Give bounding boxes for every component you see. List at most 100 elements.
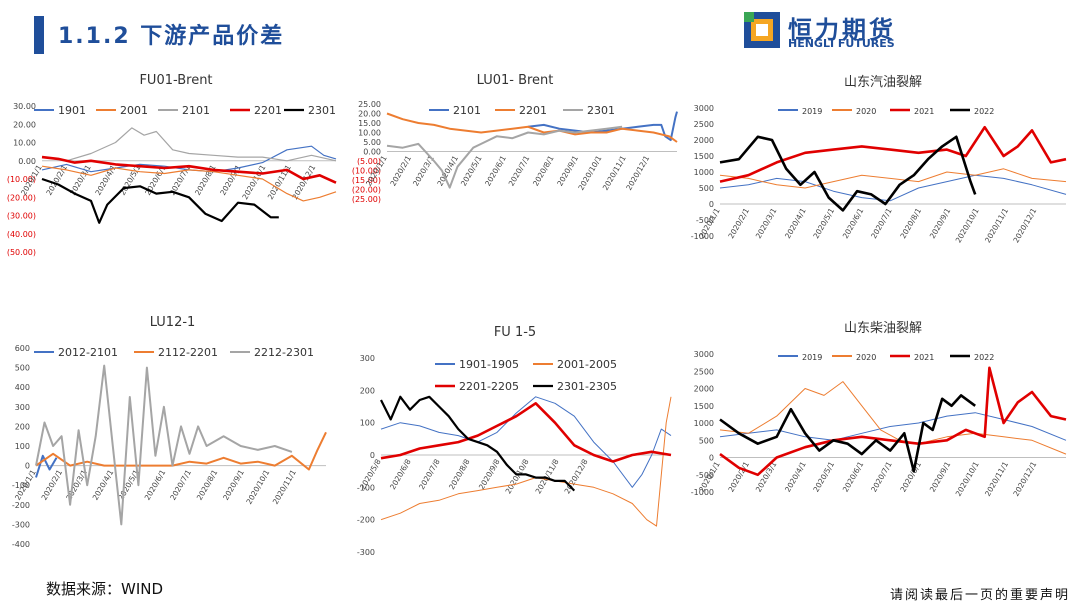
y-tick-label: -100 — [357, 483, 375, 492]
y-tick-label: -200 — [357, 516, 375, 525]
y-tick-label: (25.00) — [352, 195, 381, 204]
x-tick-label: 2020/12/8 — [563, 457, 590, 495]
chart-title: LU12-1 — [150, 315, 196, 330]
y-tick-label: 0 — [709, 200, 714, 209]
x-tick-label: 2020/7/1 — [507, 154, 532, 188]
x-tick-label: 2020/6/8 — [388, 457, 413, 491]
legend-item: 2201 — [495, 104, 547, 117]
y-tick-label: 10.00 — [358, 129, 381, 138]
legend-label: 1901 — [58, 104, 86, 117]
legend-label: 2301 — [308, 104, 336, 117]
series-line-2301 — [41, 177, 279, 224]
y-tick-label: -300 — [357, 548, 375, 557]
series-line-2001-2005 — [380, 396, 672, 527]
legend-item: 2020 — [832, 353, 876, 362]
x-tick-label: 2020/12/1 — [624, 154, 651, 192]
chart-shandong-diesel-crack-svg: 山东柴油裂解 2019 2020 2021 2022 3000 2500 2000 1500 10… — [691, 321, 1067, 498]
x-tick-label: 2020/5/1 — [811, 460, 836, 494]
y-tick-label: 15.00 — [358, 119, 381, 128]
chart-title: FU 1-5 — [494, 325, 536, 340]
x-tick-label: 2020/10/8 — [504, 457, 531, 495]
y-tick-label: 2500 — [694, 120, 714, 129]
series-line-2212-2301 — [35, 364, 293, 526]
x-tick-label: 2020/10/1 — [240, 163, 267, 201]
series-line-2022 — [719, 394, 976, 473]
series-line-2022 — [719, 135, 977, 212]
chart-lu01-brent: LU01- Brent 2101 2201 2301 25.00 20.00 15.00 10… — [345, 66, 685, 306]
y-tick-label: (10.00) — [352, 167, 381, 176]
y-tick-label: -1000 — [691, 488, 714, 497]
x-tick-label: 2020/2/1 — [388, 154, 413, 188]
chart-title: 山东柴油裂解 — [844, 321, 922, 336]
logo-cn-name: 恒力期货 — [788, 16, 896, 44]
series-line-2201 — [386, 112, 678, 143]
y-tick-label: 400 — [15, 383, 30, 392]
x-tick-label: 2020/4/1 — [783, 206, 808, 240]
y-tick-label: 0.00 — [363, 148, 381, 157]
x-tick-label: 2020/11/1 — [983, 206, 1010, 244]
y-tick-label: 100 — [360, 419, 375, 428]
y-tick-label: 300 — [360, 354, 375, 363]
legend-label: 2019 — [802, 353, 822, 362]
legend-label: 2019 — [802, 107, 822, 116]
chart-lu12-1: LU12-1 2012-2101 2112-2201 2212-2301 600 500 4… — [0, 312, 345, 564]
x-tick-label: 2020/9/1 — [221, 468, 246, 502]
x-tick-label: 2020/7/1 — [869, 206, 894, 240]
x-tick-label: 2020/6/1 — [483, 154, 508, 188]
y-tick-label: 30.00 — [13, 102, 36, 111]
chart-lu01-brent-svg: LU01- Brent 2101 2201 2301 25.0020.0015.0010… — [352, 73, 678, 204]
y-tick-label: 2500 — [694, 367, 714, 376]
data-source-note: 数据来源：WIND — [46, 580, 164, 598]
series-line-2020 — [719, 168, 1067, 189]
y-tick-label: 500 — [699, 436, 714, 445]
legend-item: 2012-2101 — [34, 346, 118, 359]
y-tick-label: 1000 — [694, 168, 714, 177]
legend-item: 2301 — [563, 104, 615, 117]
y-tick-label: -100 — [12, 481, 30, 490]
y-tick-label: 500 — [699, 184, 714, 193]
legend-label: 2301-2305 — [557, 380, 617, 393]
series-line-2101 — [527, 111, 678, 142]
x-tick-label: 2020/11/1 — [983, 460, 1010, 498]
x-tick-label: 2020/2/1 — [40, 468, 65, 502]
x-tick-label: 2020/3/1 — [754, 206, 779, 240]
y-tick-label: 0 — [370, 451, 375, 460]
x-tick-label: 2020/10/1 — [576, 154, 603, 192]
legend-label: 2212-2301 — [254, 346, 314, 359]
legend-label: 2020 — [856, 353, 876, 362]
legend-label: 2201 — [519, 104, 547, 117]
legend-label: 2001 — [120, 104, 148, 117]
logo-mark-icon — [744, 12, 780, 48]
series-line-2001 — [41, 165, 337, 202]
legend-item: 2022 — [950, 353, 994, 362]
y-tick-label: 1500 — [694, 152, 714, 161]
y-tick-label: 10.00 — [13, 139, 36, 148]
x-tick-label: 2020/11/1 — [271, 468, 298, 506]
x-tick-label: 2020/12/1 — [290, 163, 317, 201]
legend-item: 2301 — [284, 104, 336, 117]
legend-item: 2201-2205 — [435, 380, 519, 393]
x-tick-label: 2020/6/1 — [841, 460, 866, 494]
y-tick-label: (20.00) — [7, 193, 36, 202]
series-line-2012-2101 — [35, 454, 58, 478]
y-tick-label: (15.00) — [352, 176, 381, 185]
y-tick-label: -500 — [696, 216, 714, 225]
x-tick-label: 2020/7/1 — [869, 460, 894, 494]
x-tick-label: 2020/11/1 — [601, 154, 628, 192]
legend-item: 2001 — [96, 104, 148, 117]
legend-label: 2020 — [856, 107, 876, 116]
legend-item: 2001-2005 — [533, 358, 617, 371]
legend-label: 2021 — [914, 353, 934, 362]
legend-label: 2101 — [182, 104, 210, 117]
logo-en-name: HENGLI FUTURES — [788, 37, 895, 50]
series-line-2301 — [386, 125, 623, 189]
y-tick-label: 2000 — [694, 136, 714, 145]
legend-item: 2101 — [158, 104, 210, 117]
disclaimer-note: 请阅读最后一页的重要声明 — [889, 588, 1070, 603]
legend-label: 2012-2101 — [58, 346, 118, 359]
chart-fu-1-5-svg: FU 1-5 1901-1905 2001-2005 2201-2205 2301-23… — [357, 325, 672, 557]
x-tick-label: 2020/12/1 — [1011, 206, 1038, 244]
y-tick-label: 0 — [25, 462, 30, 471]
x-tick-label: 2020/6/1 — [143, 468, 168, 502]
y-tick-label: 200 — [360, 386, 375, 395]
